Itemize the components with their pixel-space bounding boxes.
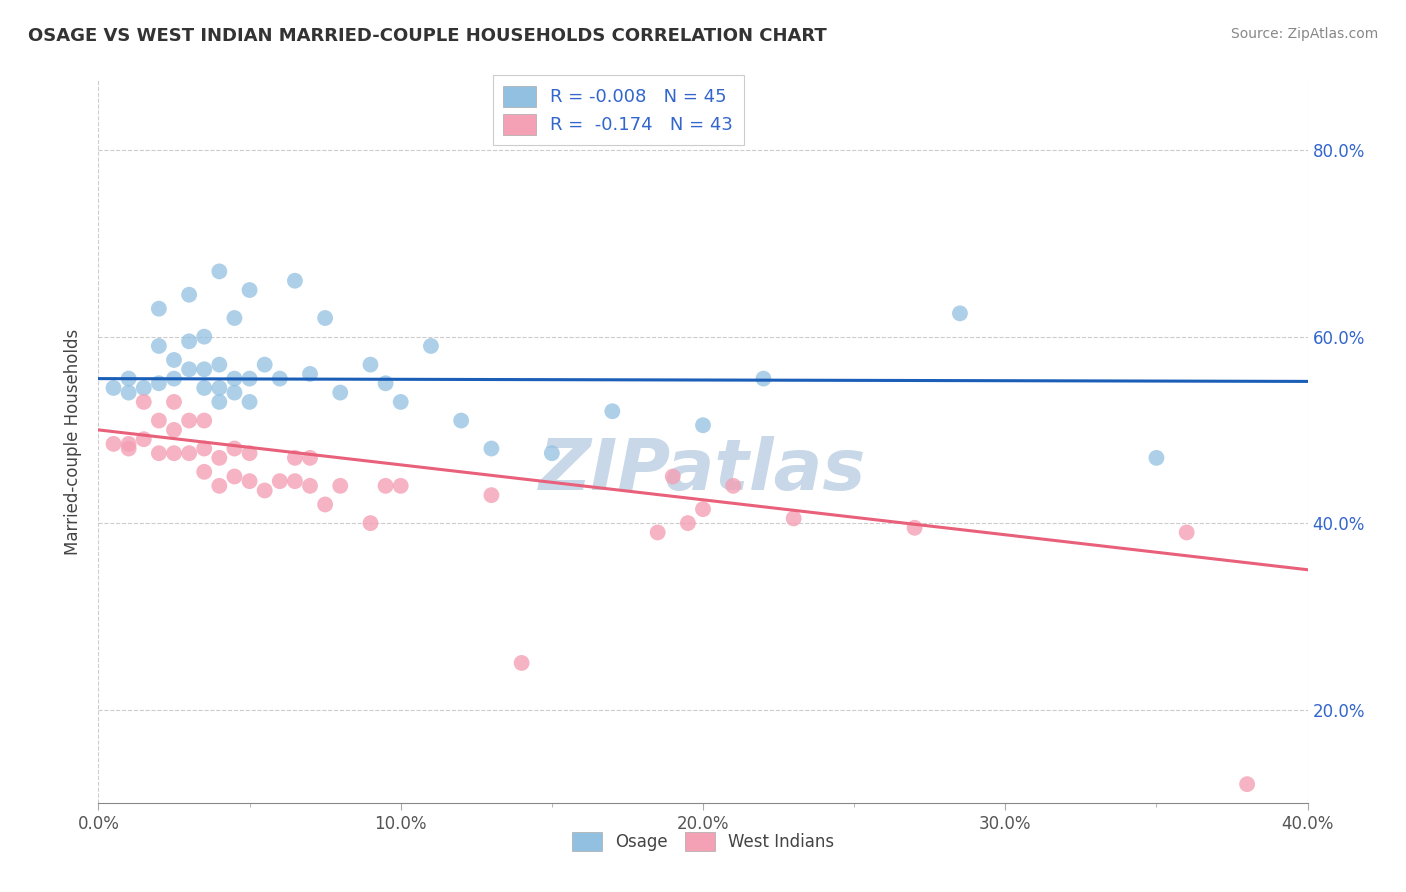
Point [299,479,322,493]
Point [284,450,307,465]
Point [118,442,141,456]
Point [179,362,201,376]
Point [692,502,714,516]
Point [163,395,186,409]
Point [208,358,231,372]
Point [299,367,322,381]
Point [420,339,443,353]
Point [208,395,231,409]
Point [239,395,262,409]
Point [1236,777,1258,791]
Point [118,385,141,400]
Text: ZIPatlas: ZIPatlas [540,436,866,505]
Point [481,442,503,456]
Y-axis label: Married-couple Households: Married-couple Households [65,328,83,555]
Point [224,311,246,326]
Point [239,283,262,297]
Point [163,371,186,385]
Point [723,479,745,493]
Point [949,306,972,320]
Point [661,469,683,483]
Point [481,488,503,502]
Point [132,395,155,409]
Point [676,516,699,530]
Point [374,479,396,493]
Point [374,376,396,391]
Point [179,446,201,460]
Point [269,371,291,385]
Point [314,311,336,326]
Point [132,432,155,446]
Text: Source: ZipAtlas.com: Source: ZipAtlas.com [1230,27,1378,41]
Point [253,483,276,498]
Text: OSAGE VS WEST INDIAN MARRIED-COUPLE HOUSEHOLDS CORRELATION CHART: OSAGE VS WEST INDIAN MARRIED-COUPLE HOUS… [28,27,827,45]
Point [148,376,170,391]
Point [602,404,624,418]
Point [179,334,201,349]
Point [179,413,201,427]
Point [299,450,322,465]
Point [510,656,533,670]
Point [103,381,125,395]
Point [193,362,215,376]
Point [148,413,170,427]
Point [208,381,231,395]
Point [647,525,669,540]
Point [208,479,231,493]
Point [163,423,186,437]
Legend: Osage, West Indians: Osage, West Indians [564,823,842,860]
Point [239,371,262,385]
Point [193,329,215,343]
Point [253,358,276,372]
Point [783,511,806,525]
Point [118,437,141,451]
Point [132,381,155,395]
Point [360,358,382,372]
Point [224,371,246,385]
Point [904,521,927,535]
Point [193,465,215,479]
Point [118,371,141,385]
Point [752,371,775,385]
Point [329,385,352,400]
Point [389,479,412,493]
Point [269,474,291,488]
Point [148,446,170,460]
Point [163,353,186,368]
Point [148,301,170,316]
Point [450,413,472,427]
Point [314,498,336,512]
Point [193,413,215,427]
Point [193,442,215,456]
Point [148,339,170,353]
Point [540,446,562,460]
Point [360,516,382,530]
Point [239,474,262,488]
Point [193,381,215,395]
Point [239,446,262,460]
Point [103,437,125,451]
Point [224,385,246,400]
Point [1144,450,1167,465]
Point [208,264,231,278]
Point [389,395,412,409]
Point [179,287,201,301]
Point [224,469,246,483]
Point [208,450,231,465]
Point [284,474,307,488]
Point [329,479,352,493]
Point [692,418,714,433]
Point [224,442,246,456]
Point [1175,525,1198,540]
Point [163,446,186,460]
Point [284,274,307,288]
